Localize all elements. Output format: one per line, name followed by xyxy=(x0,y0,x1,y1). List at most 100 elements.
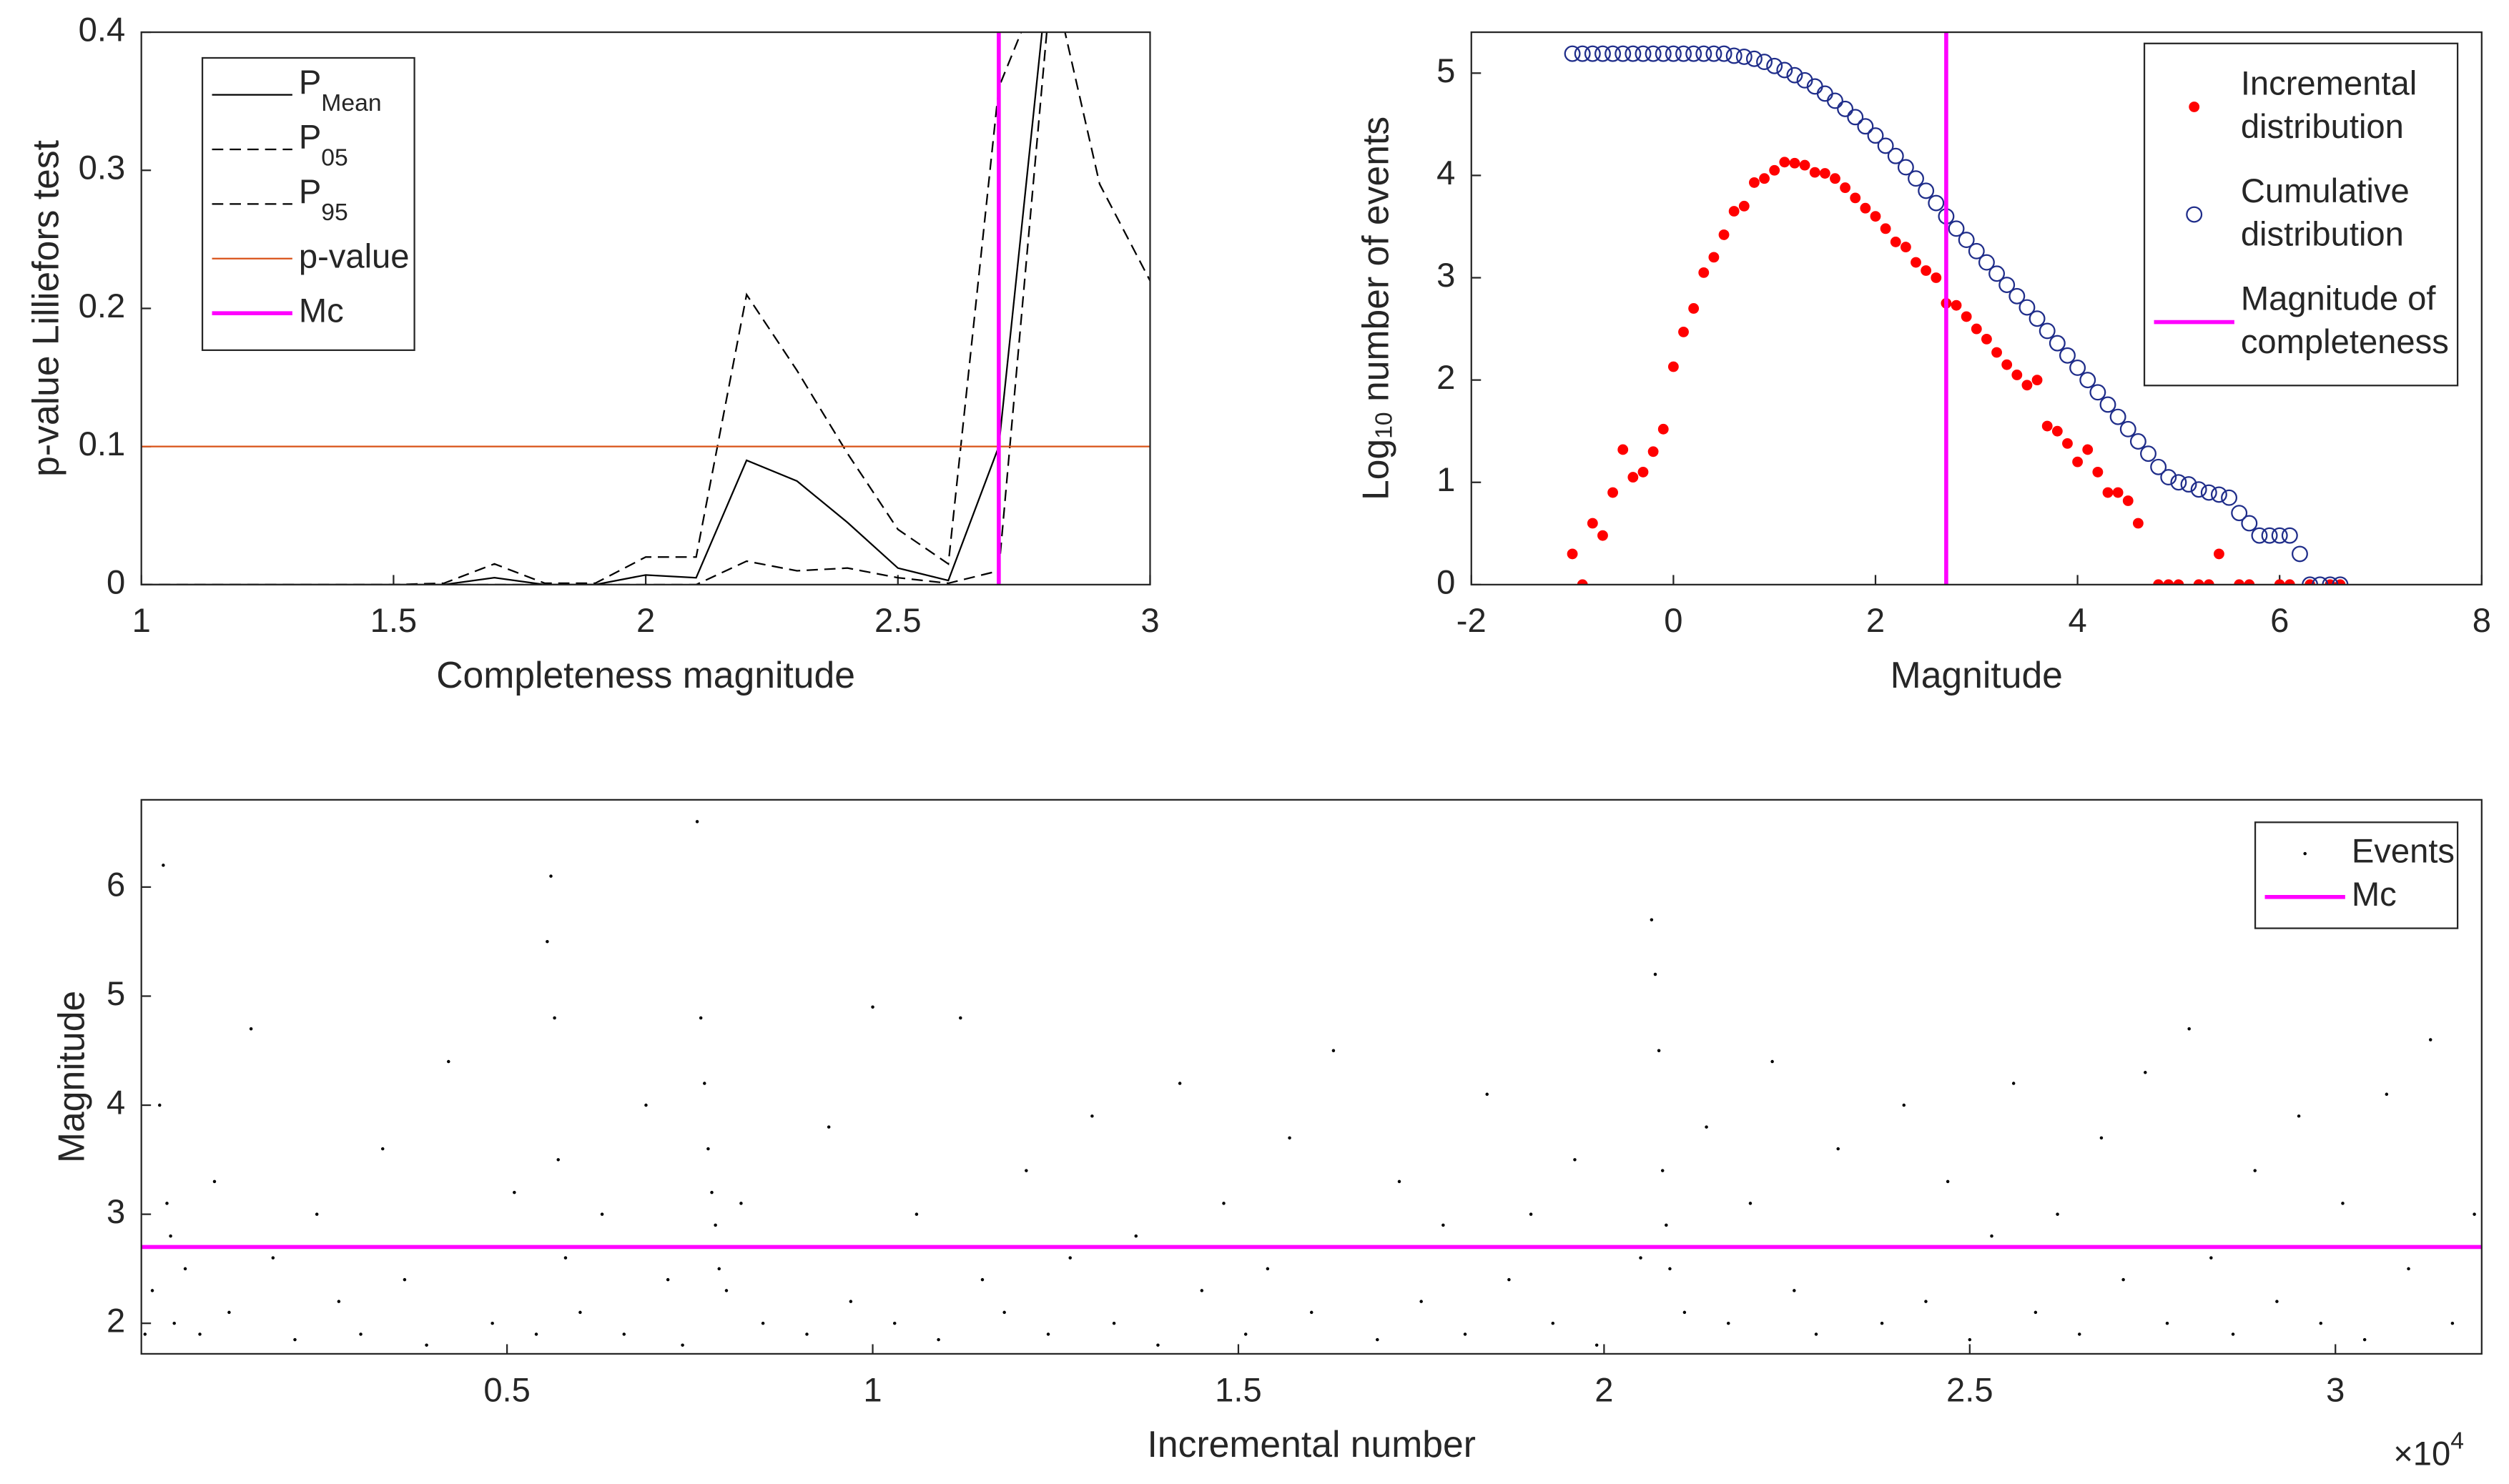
data-point xyxy=(1860,202,1871,214)
data-point xyxy=(1675,45,1692,62)
data-point xyxy=(1310,1310,1313,1315)
data-point xyxy=(2102,487,2114,498)
legend-swatch xyxy=(2186,206,2203,223)
data-point xyxy=(165,1202,169,1205)
data-point xyxy=(2428,1038,2432,1042)
y-tick-label: 0 xyxy=(107,563,125,600)
data-point xyxy=(1880,223,1891,234)
data-point xyxy=(1786,66,1803,84)
data-point xyxy=(1637,467,1649,478)
data-point xyxy=(2132,518,2144,529)
data-point xyxy=(1705,45,1722,62)
data-point xyxy=(1397,1179,1401,1184)
data-point xyxy=(1840,182,1851,193)
data-point xyxy=(425,1343,428,1347)
data-point xyxy=(1799,159,1810,171)
legend-label: P05 xyxy=(299,118,348,171)
data-point xyxy=(546,939,549,944)
data-point xyxy=(2251,527,2268,544)
data-point xyxy=(827,1125,831,1129)
data-point xyxy=(1793,1289,1796,1292)
data-point xyxy=(1597,530,1608,541)
legend-label-sub: 05 xyxy=(321,144,347,171)
legend-label-line: distribution xyxy=(2241,215,2404,253)
data-point xyxy=(2190,481,2207,498)
y-tick-label: 0.3 xyxy=(79,149,126,187)
data-point xyxy=(666,1277,670,1282)
data-point xyxy=(2241,515,2258,532)
data-point xyxy=(1766,57,1783,74)
data-point xyxy=(1667,361,1679,372)
data-point xyxy=(1376,1337,1379,1342)
x-multiplier: ×104 xyxy=(2393,1428,2464,1473)
data-point xyxy=(1068,1256,1072,1260)
legend-swatch xyxy=(2303,851,2307,856)
legend-label: P95 xyxy=(299,172,348,225)
data-point xyxy=(2284,579,2295,585)
data-point xyxy=(2163,579,2174,585)
data-point xyxy=(2180,476,2197,493)
data-point xyxy=(2281,527,2298,544)
x-axis-label: Incremental number xyxy=(1148,1423,1476,1465)
data-point xyxy=(172,1321,176,1325)
data-point xyxy=(1564,45,1581,62)
data-point xyxy=(1971,323,1982,335)
data-point xyxy=(249,1027,253,1031)
y-tick-label: 4 xyxy=(1436,154,1455,192)
axes-frame xyxy=(140,31,1151,585)
legend-label: Mc xyxy=(2352,875,2397,913)
data-point xyxy=(1819,168,1830,179)
x-tick-label: 1 xyxy=(863,1370,882,1408)
data-point xyxy=(2200,484,2217,501)
x-tick-label: 6 xyxy=(2270,601,2289,639)
data-point xyxy=(2041,420,2053,432)
y-axis-label: Magnitude xyxy=(50,991,92,1163)
data-point xyxy=(1857,118,1874,135)
data-point xyxy=(2029,310,2046,327)
data-point xyxy=(158,1103,162,1107)
y-tick-label: 2 xyxy=(1436,358,1455,396)
x-tick-label: 4 xyxy=(2068,601,2086,639)
data-point xyxy=(1958,232,1975,249)
data-point xyxy=(1577,579,1588,585)
data-point xyxy=(2129,433,2146,450)
data-point xyxy=(1738,200,1750,212)
x-tick-label: 2 xyxy=(1594,1370,1613,1408)
data-point xyxy=(1156,1343,1160,1347)
plot-area xyxy=(141,799,2482,1354)
data-point xyxy=(534,1332,538,1336)
data-point xyxy=(359,1332,363,1336)
data-point xyxy=(1867,127,1884,144)
data-point xyxy=(2079,372,2096,389)
data-point xyxy=(1678,326,1689,337)
data-point xyxy=(1708,252,1720,263)
data-point xyxy=(1921,265,1932,276)
data-point xyxy=(1928,194,1945,212)
data-point xyxy=(1759,173,1770,184)
data-point xyxy=(143,1332,147,1336)
x-multiplier-base: ×10 xyxy=(2393,1435,2450,1473)
data-point xyxy=(1948,220,1965,237)
data-point xyxy=(162,864,165,867)
chart-panel: 0.5 1 1.5 2 2.5 3 2 3 4 5 6 Incremental number Magni… xyxy=(50,798,2483,1473)
data-point xyxy=(1625,45,1642,62)
data-point xyxy=(2018,299,2036,316)
data-point xyxy=(1814,1332,1818,1336)
data-point xyxy=(1660,1169,1665,1172)
data-point xyxy=(2008,287,2026,305)
y-axis-label-part: p-value Lilliefors test xyxy=(24,140,66,477)
legend-label: Events xyxy=(2352,832,2455,870)
data-point xyxy=(1615,45,1632,62)
data-point xyxy=(2253,1169,2257,1172)
data-point xyxy=(1890,237,1901,247)
data-point xyxy=(1978,254,1995,271)
data-point xyxy=(2234,579,2245,585)
x-tick-label: 3 xyxy=(1140,601,1159,639)
data-point xyxy=(1946,1179,1950,1184)
data-point xyxy=(1900,242,1911,252)
data-point xyxy=(1688,303,1700,314)
data-point xyxy=(1827,92,1843,109)
data-point xyxy=(1288,1136,1291,1140)
x-axis-label: Magnitude xyxy=(1891,654,2063,696)
data-point xyxy=(2214,548,2224,560)
